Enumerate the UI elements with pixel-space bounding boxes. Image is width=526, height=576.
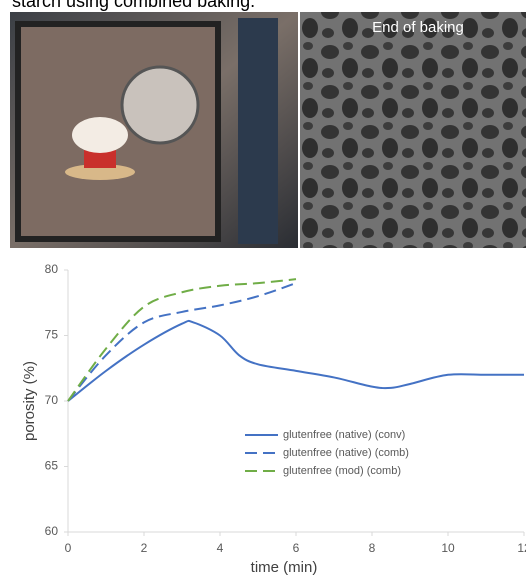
series-line: [68, 283, 296, 401]
y-tick-label: 75: [45, 328, 59, 342]
chart: 60 65 70 75 80 0 2 4 6 8 10 12 time (min) porosity (%…: [21, 262, 526, 576]
series-line: [68, 321, 524, 401]
ct-image: End of baking: [300, 12, 526, 248]
x-tick-label: 2: [141, 541, 148, 555]
oven-photo: [10, 12, 298, 248]
x-tick-label: 8: [369, 541, 376, 555]
x-tick-label: 0: [65, 541, 72, 555]
y-tick-label: 60: [45, 524, 59, 538]
x-tick-label: 6: [293, 541, 300, 555]
x-tick-label: 4: [217, 541, 224, 555]
legend-label: glutenfree (mod) (comb): [283, 465, 401, 477]
y-tick-label: 70: [45, 393, 59, 407]
legend-label: glutenfree (native) (comb): [283, 447, 409, 459]
x-axis-title: time (min): [251, 559, 318, 576]
image-label: End of baking: [372, 19, 464, 36]
y-tick-label: 65: [45, 459, 59, 473]
x-tick-label: 12: [517, 541, 526, 555]
x-tick-label: 10: [441, 541, 455, 555]
legend-label: glutenfree (native) (conv): [283, 429, 405, 441]
y-tick-label: 80: [45, 262, 59, 276]
y-axis-title: porosity (%): [21, 361, 38, 441]
series-line: [68, 279, 296, 401]
caption: starch using combined baking.: [12, 0, 255, 11]
figure: starch using combined baking. End of bak…: [0, 0, 526, 576]
